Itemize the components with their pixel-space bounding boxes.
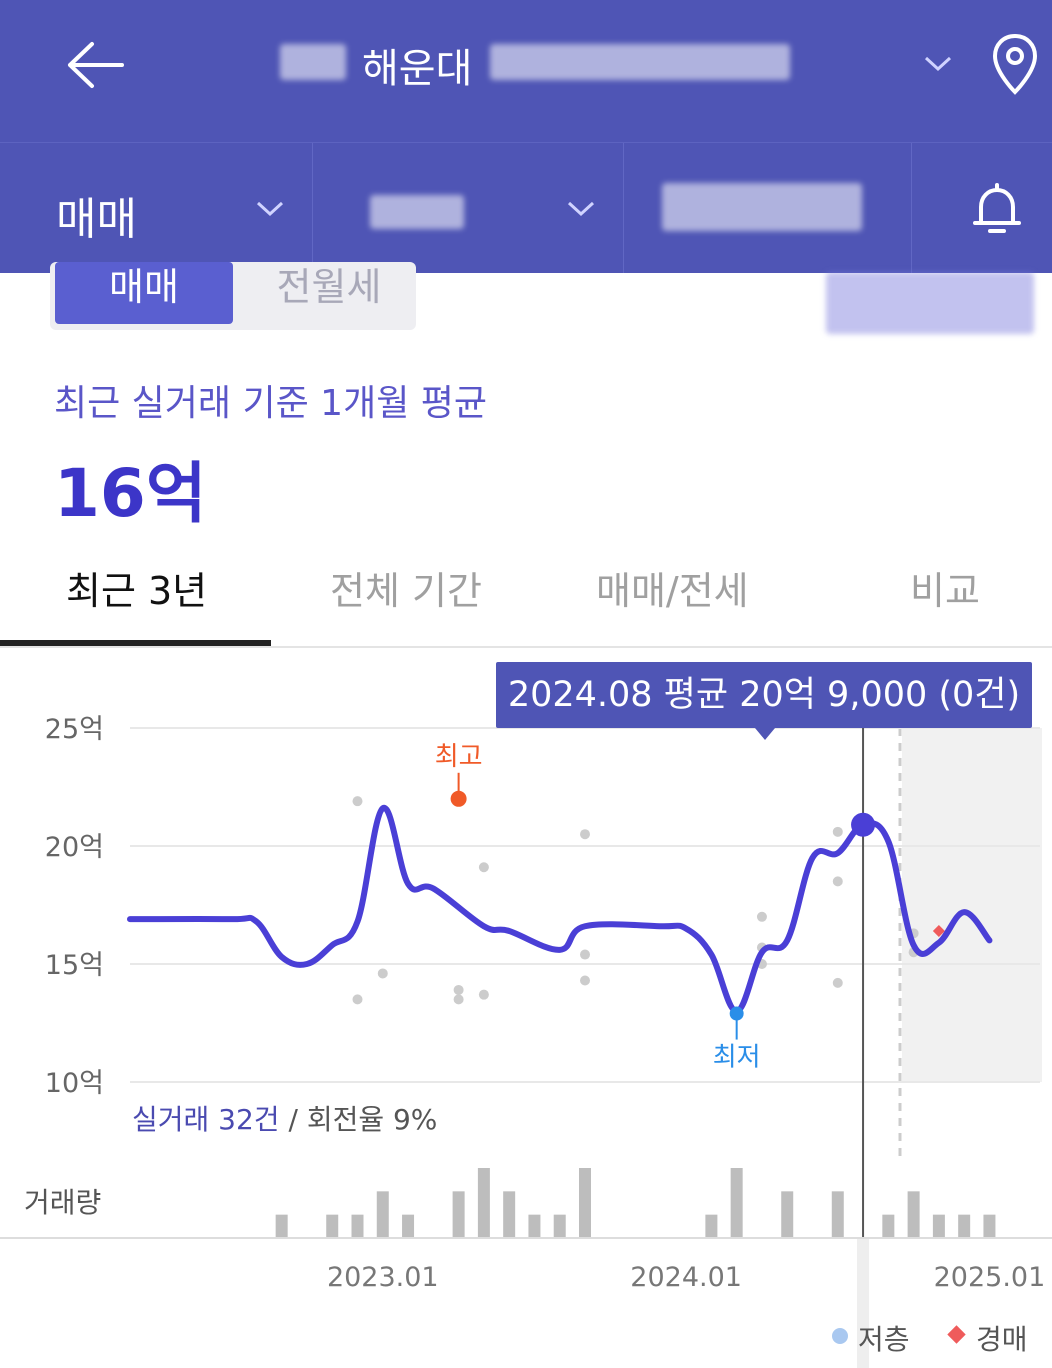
top-bar: 해운대 — [0, 0, 1052, 142]
low-floor-legend-dot — [832, 1328, 848, 1344]
tab-all-period[interactable]: 전체 기간 — [330, 569, 482, 613]
transaction-dot — [580, 829, 590, 840]
blurred-address-prefix — [280, 44, 346, 80]
transaction-dot — [377, 968, 388, 979]
header-title[interactable]: 해운대 — [362, 46, 473, 92]
volume-bar — [730, 1168, 743, 1238]
y-tick-label: 20억 — [45, 832, 104, 863]
volume-bar — [831, 1191, 844, 1238]
average-subtitle: 최근 실거래 기준 1개월 평균 — [54, 383, 487, 424]
transaction-dot — [832, 977, 843, 988]
active-tab-indicator — [0, 640, 271, 646]
volume-bar — [275, 1214, 288, 1238]
segment-rent[interactable]: 전월세 — [276, 265, 382, 309]
bell-icon[interactable] — [970, 179, 1024, 239]
transaction-dot — [453, 994, 464, 1005]
transaction-count: 실거래 32건 — [132, 1103, 280, 1136]
volume-bar — [932, 1214, 945, 1238]
tab-divider — [0, 646, 1052, 648]
low-floor-legend: 저층 — [858, 1323, 910, 1356]
y-tick-label: 10억 — [45, 1068, 104, 1099]
selected-month-band — [857, 1238, 870, 1368]
low-label: 최저 — [713, 1043, 761, 1073]
chevron-down-icon[interactable] — [254, 199, 286, 219]
volume-bar — [907, 1191, 920, 1238]
volume-bar — [579, 1168, 591, 1238]
low-point — [729, 1006, 744, 1021]
high-label: 최고 — [435, 742, 483, 772]
volume-bar — [882, 1214, 895, 1238]
deal-type-filter[interactable]: 매매 — [56, 194, 137, 245]
y-tick-label: 15억 — [45, 950, 104, 981]
transaction-dot — [453, 984, 464, 995]
future-shaded-area — [902, 728, 1042, 1082]
y-tick-label: 25억 — [45, 714, 104, 745]
volume-bar — [503, 1191, 516, 1238]
x-tick-label: 2024.01 — [630, 1262, 742, 1293]
chevron-down-icon[interactable] — [565, 199, 597, 219]
price-tooltip: 2024.08 평균 20억 9,000 (0건) — [496, 662, 1032, 728]
blurred-filter-3[interactable] — [662, 183, 862, 231]
filter-bar: 매매 — [0, 142, 1052, 273]
transaction-summary: 실거래 32건 / 회전율 9% — [132, 1098, 437, 1138]
volume-label: 거래량 — [24, 1186, 101, 1219]
volume-bar — [781, 1191, 794, 1238]
x-tick-label: 2025.01 — [934, 1262, 1046, 1293]
transaction-dot — [756, 911, 767, 922]
x-tick-label: 2023.01 — [327, 1262, 439, 1293]
transaction-dot — [352, 994, 363, 1005]
volume-bar — [705, 1214, 718, 1238]
transaction-dot — [478, 862, 489, 873]
volume-bar — [402, 1214, 415, 1238]
volume-bar — [351, 1214, 364, 1238]
volume-bar — [528, 1214, 541, 1238]
transaction-dot — [832, 876, 843, 887]
volume-bar — [452, 1191, 465, 1238]
blurred-address-rest — [490, 44, 790, 80]
auction-legend: 경매 — [976, 1323, 1028, 1356]
volume-bar — [376, 1191, 389, 1238]
average-price-line — [127, 805, 993, 1015]
tab-compare[interactable]: 비교 — [910, 569, 980, 613]
summary-separator: / — [279, 1103, 307, 1136]
transaction-dot — [352, 796, 363, 807]
blurred-badge — [826, 272, 1034, 334]
map-pin-icon[interactable] — [990, 32, 1040, 98]
volume-bar — [983, 1214, 996, 1238]
transaction-dot — [832, 826, 843, 837]
auction-point — [932, 924, 945, 937]
volume-bar — [477, 1168, 490, 1238]
tab-recent-3-years[interactable]: 최근 3년 — [66, 569, 208, 613]
turnover-rate: 회전율 9% — [306, 1103, 438, 1136]
average-price-value: 16억 — [54, 455, 207, 532]
chevron-down-icon[interactable] — [922, 54, 954, 74]
deal-segment-control: 매매 전월세 — [50, 262, 416, 330]
high-point — [450, 790, 467, 807]
volume-bar — [553, 1214, 566, 1238]
segment-sale[interactable]: 매매 — [55, 262, 233, 324]
filter-divider — [911, 143, 912, 273]
filter-divider — [312, 143, 313, 273]
transaction-dot — [580, 975, 590, 986]
volume-bar — [958, 1214, 971, 1238]
tooltip-pointer — [755, 728, 775, 740]
filter-divider — [623, 143, 624, 273]
blurred-filter-2[interactable] — [370, 195, 464, 229]
tab-sale-jeonse[interactable]: 매매/전세 — [596, 569, 749, 613]
selected-point — [851, 812, 876, 837]
transaction-dot — [478, 989, 489, 1000]
arrow-left-icon[interactable] — [62, 40, 126, 90]
transaction-dot — [580, 949, 590, 960]
volume-bar — [326, 1214, 339, 1238]
